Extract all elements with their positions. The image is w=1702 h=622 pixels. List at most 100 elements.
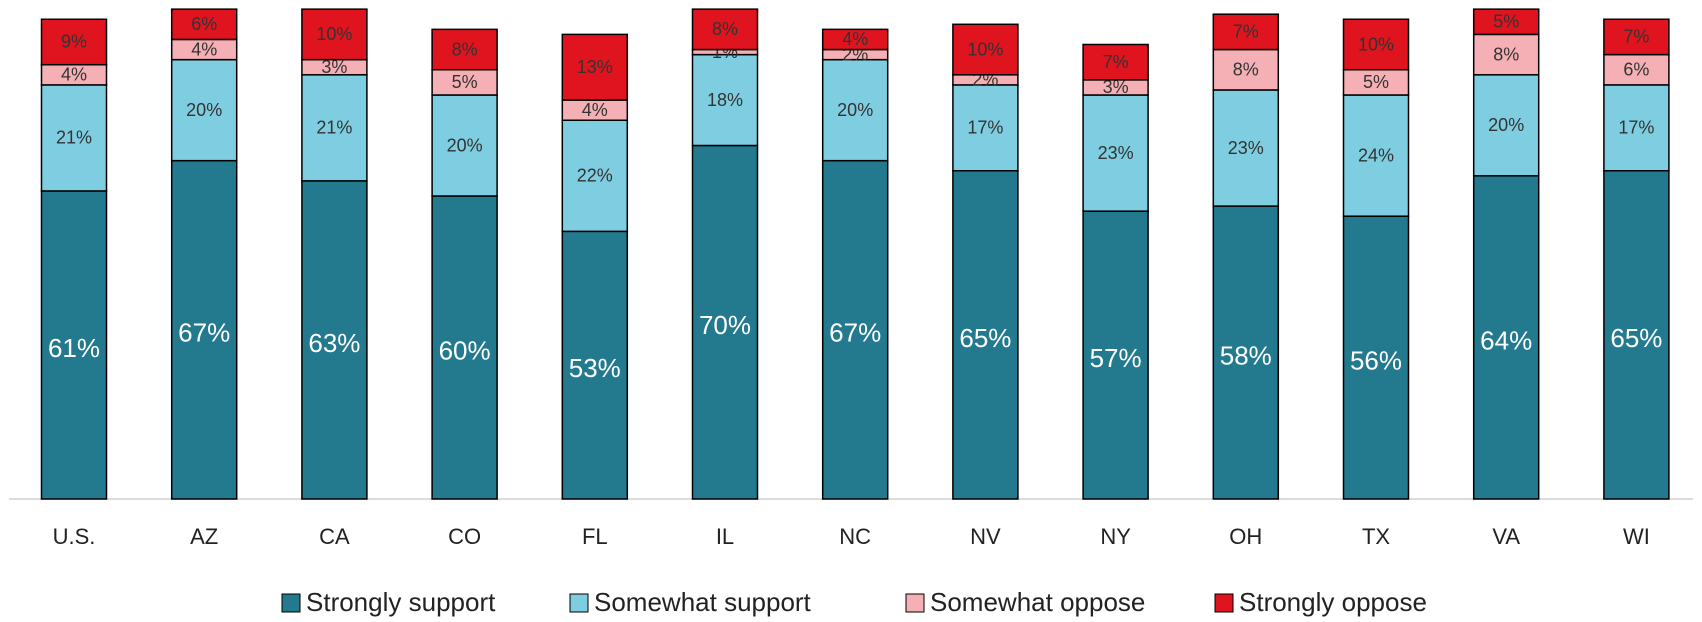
x-tick-label: U.S. <box>53 524 96 549</box>
data-label: 65% <box>959 323 1011 353</box>
data-label: 67% <box>829 318 881 348</box>
data-label: 18% <box>707 90 743 110</box>
bar-segment <box>170 58 238 162</box>
x-tick-label: OH <box>1229 524 1262 549</box>
bar-segment <box>1342 94 1410 217</box>
x-tick-label: FL <box>582 524 608 549</box>
x-tick-label: NC <box>839 524 871 549</box>
data-label: 58% <box>1220 340 1272 370</box>
bar-segment <box>301 8 368 61</box>
data-label: 20% <box>1488 115 1524 135</box>
data-label: 5% <box>452 72 478 92</box>
bar-segment <box>691 8 759 51</box>
data-label: 6% <box>1623 60 1649 80</box>
bar-segment <box>691 53 759 147</box>
bar-segment <box>1212 13 1280 51</box>
data-label: 10% <box>1358 34 1394 54</box>
data-label: 17% <box>967 118 1003 138</box>
data-label: 23% <box>1098 143 1134 163</box>
legend-label: Strongly oppose <box>1239 587 1427 617</box>
bar-segment <box>1082 94 1149 212</box>
data-label: 7% <box>1233 22 1259 42</box>
bar-segment <box>1342 215 1410 500</box>
data-label: 13% <box>577 57 613 77</box>
bar-segment <box>561 119 629 233</box>
data-label: 4% <box>582 100 608 120</box>
bar-segment <box>431 28 498 71</box>
x-tick-label: NY <box>1100 524 1131 549</box>
legend-label: Somewhat oppose <box>930 587 1145 617</box>
bar-segment <box>1212 48 1280 91</box>
x-tick-label: VA <box>1492 524 1520 549</box>
data-label: 8% <box>712 19 738 39</box>
bar-segment <box>1342 18 1410 71</box>
bar-segment <box>561 33 629 101</box>
bar-segment <box>1603 18 1670 56</box>
data-label: 10% <box>967 39 1003 59</box>
bar-segment <box>1082 43 1149 81</box>
legend-label: Somewhat support <box>594 587 812 617</box>
data-label: 64% <box>1480 325 1532 355</box>
data-label: 57% <box>1090 343 1142 373</box>
bar-segment <box>561 230 629 500</box>
bar-segment <box>40 18 108 66</box>
bar-segment <box>821 159 889 500</box>
bar-segment <box>1603 53 1670 86</box>
x-tick-label: WI <box>1623 524 1650 549</box>
bar-segment <box>1342 69 1410 96</box>
legend-swatch <box>569 593 589 613</box>
data-label: 6% <box>191 14 217 34</box>
data-label: 23% <box>1228 138 1264 158</box>
data-label: 67% <box>178 318 230 348</box>
data-label: 60% <box>439 335 491 365</box>
data-label: 70% <box>699 310 751 340</box>
data-label: 21% <box>56 128 92 148</box>
bar-segment <box>1472 8 1540 36</box>
x-tick-label: NV <box>970 524 1001 549</box>
x-tick-label: CO <box>448 524 481 549</box>
data-label: 4% <box>191 39 217 59</box>
data-label: 20% <box>447 135 483 155</box>
data-label: 10% <box>316 24 352 44</box>
data-label: 4% <box>842 29 868 49</box>
x-tick-label: TX <box>1362 524 1390 549</box>
data-label: 5% <box>1363 72 1389 92</box>
data-label: 20% <box>186 100 222 120</box>
x-tick-label: IL <box>716 524 734 549</box>
data-label: 8% <box>1493 44 1519 64</box>
bar-segment <box>1472 175 1540 500</box>
data-label: 20% <box>837 100 873 120</box>
bar-segment <box>170 159 238 500</box>
bar-segment <box>1082 210 1149 500</box>
data-label: 5% <box>1493 12 1519 32</box>
bar-segment <box>431 94 498 197</box>
data-label: 24% <box>1358 145 1394 165</box>
legend-swatch <box>1214 593 1234 613</box>
bar-segment <box>301 74 368 182</box>
data-label: 7% <box>1103 52 1129 72</box>
data-label: 61% <box>48 333 100 363</box>
data-label: 3% <box>321 57 347 77</box>
data-label: 9% <box>61 32 87 52</box>
bar-segment <box>952 23 1019 76</box>
bar-segment <box>1603 84 1670 172</box>
data-label: 8% <box>1233 60 1259 80</box>
bar-segment <box>301 180 368 500</box>
legend-swatch <box>281 593 301 613</box>
legend-swatch <box>905 593 925 613</box>
x-tick-label: CA <box>319 524 350 549</box>
data-label: 53% <box>569 353 621 383</box>
bar-segment <box>170 8 238 41</box>
bar-segment <box>1212 205 1280 500</box>
bar-segment <box>431 195 498 500</box>
bar-segment <box>40 84 108 192</box>
bar-segment <box>821 58 889 162</box>
legend-label: Strongly support <box>306 587 496 617</box>
data-label: 56% <box>1350 345 1402 375</box>
data-label: 63% <box>308 328 360 358</box>
data-label: 4% <box>61 65 87 85</box>
data-label: 8% <box>452 39 478 59</box>
bar-segment <box>1472 33 1540 76</box>
data-label: 17% <box>1618 118 1654 138</box>
